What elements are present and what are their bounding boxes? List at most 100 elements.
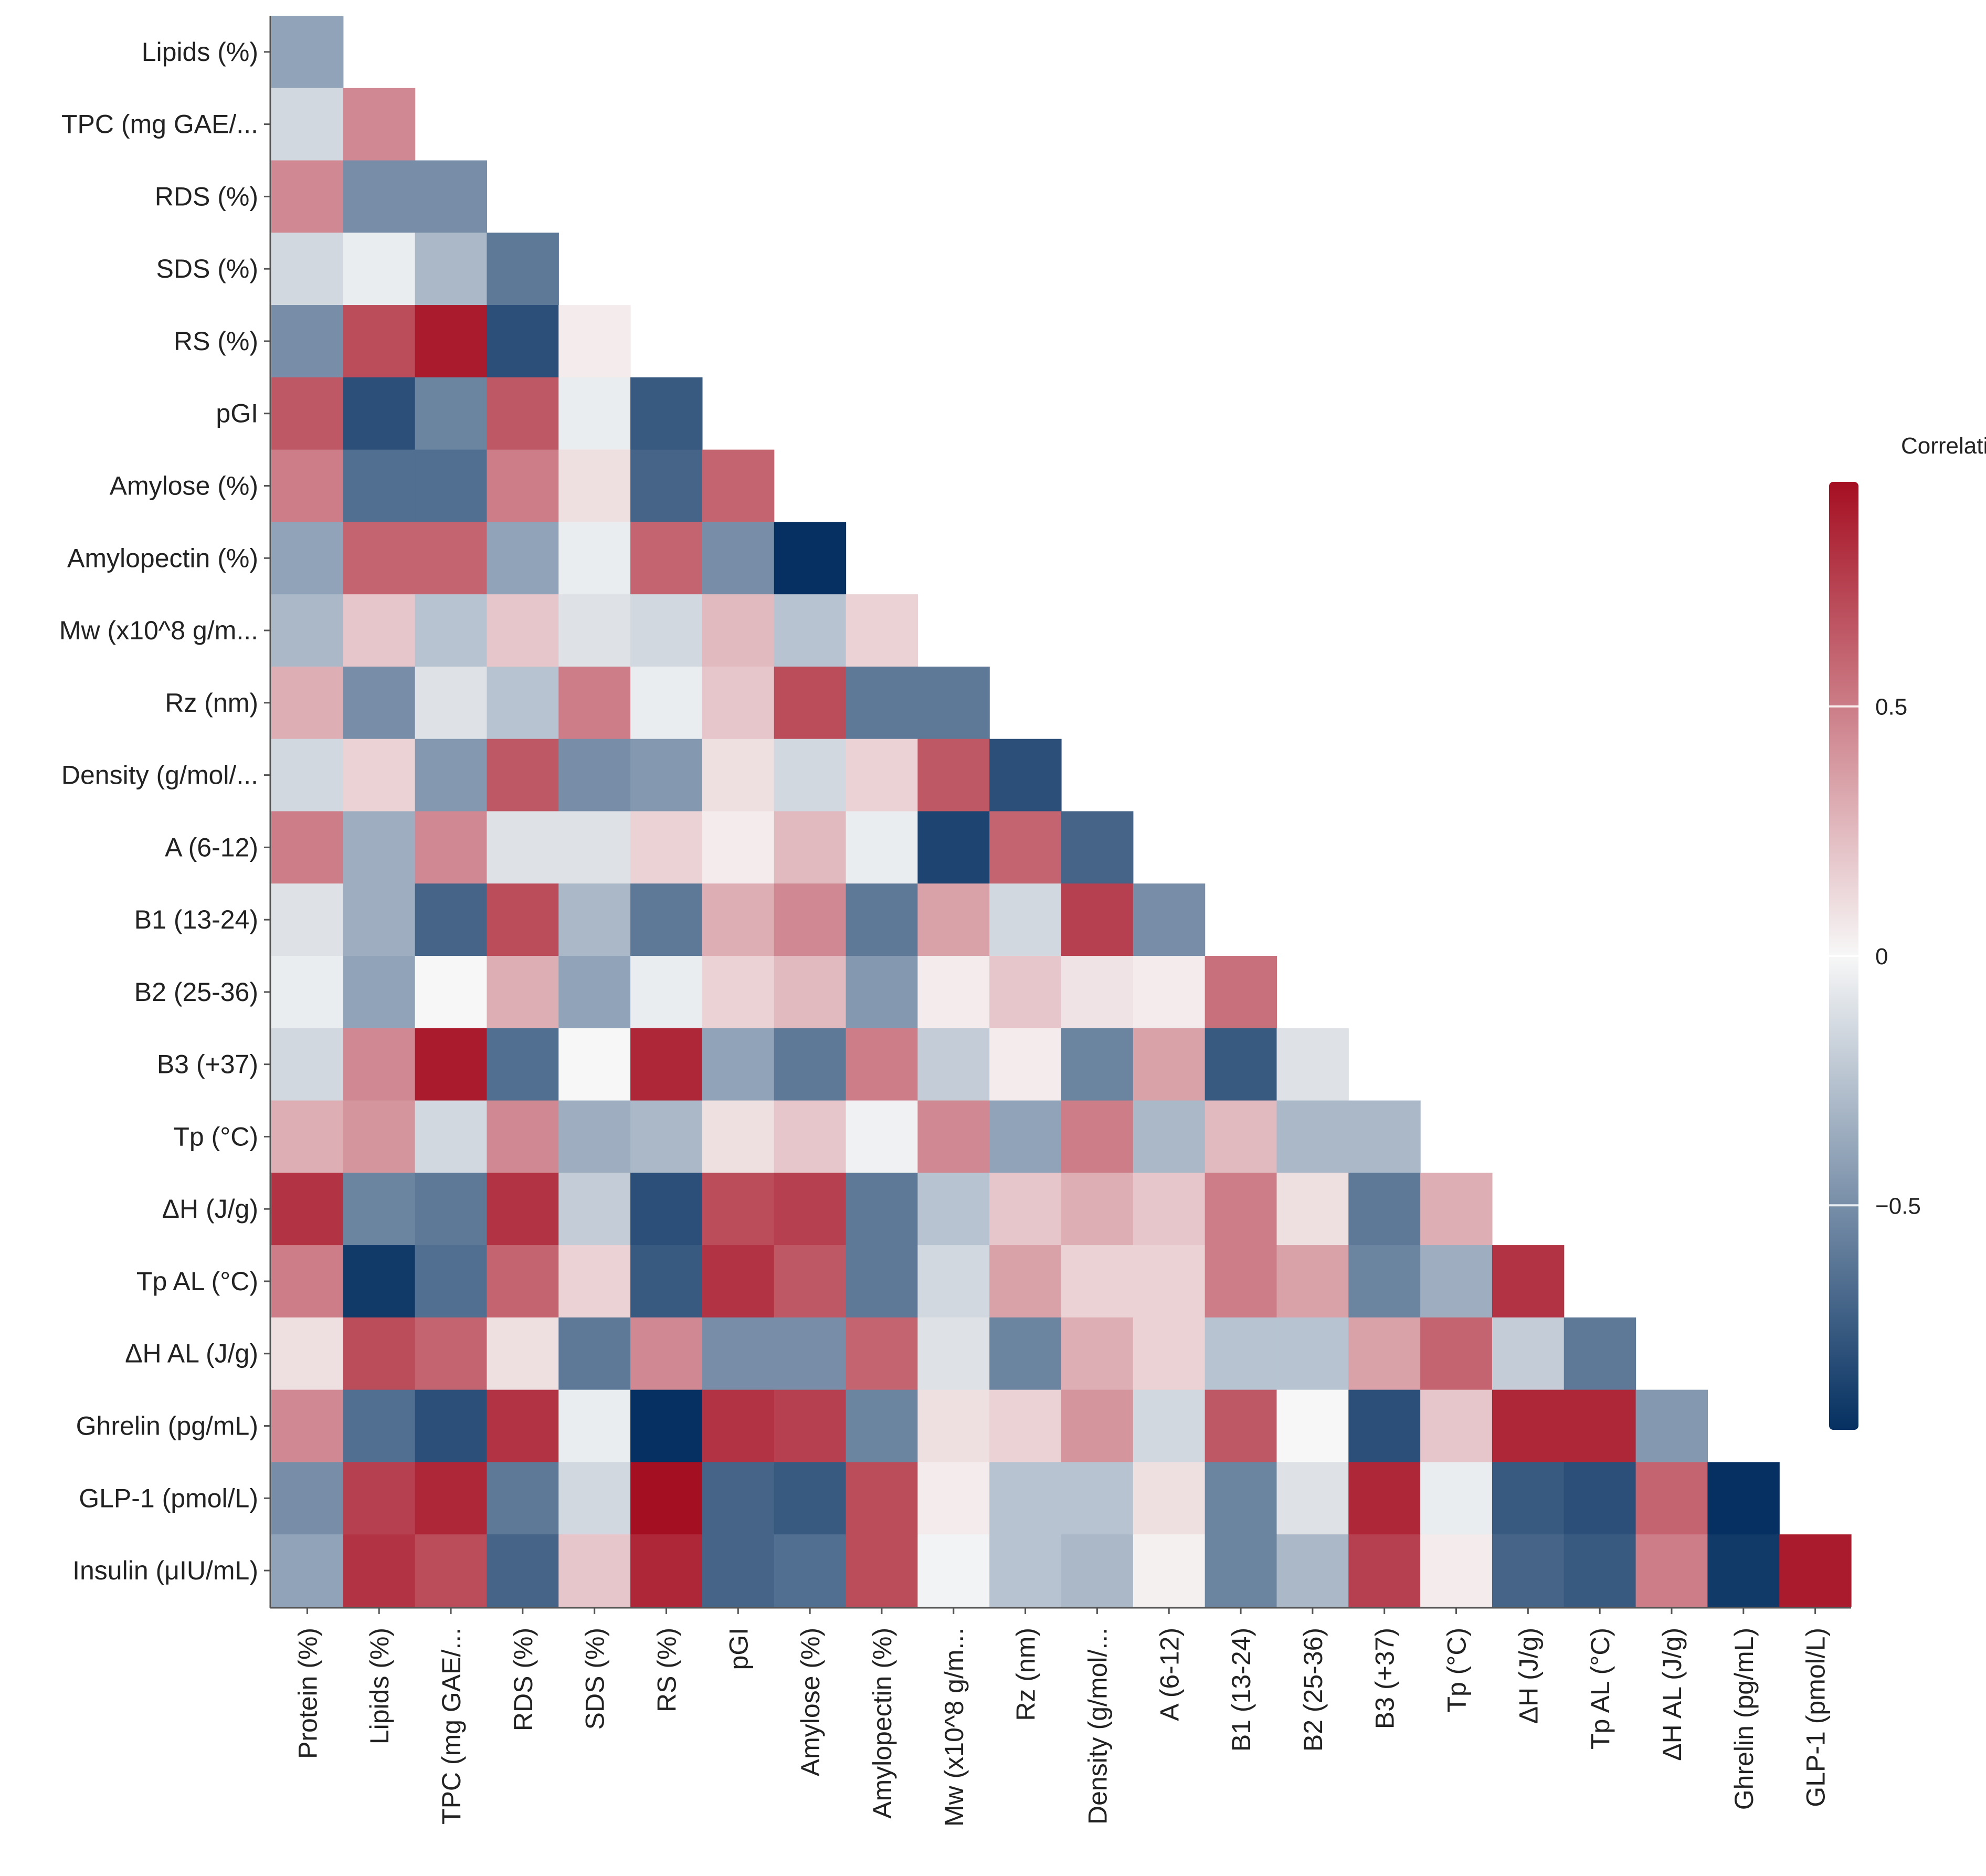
heatmap-cell (1205, 1462, 1277, 1535)
heatmap-cell (1276, 1317, 1349, 1390)
heatmap-cell (271, 739, 344, 812)
heatmap-cell (846, 594, 918, 667)
heatmap-cell (630, 883, 703, 956)
heatmap-cell (1061, 1462, 1134, 1535)
heatmap-cell (630, 377, 703, 450)
heatmap-cell (558, 377, 631, 450)
heatmap-cell (343, 522, 416, 595)
heatmap-cell (1348, 1534, 1421, 1607)
heatmap-cell (271, 666, 344, 740)
heatmap-cell (1564, 1389, 1636, 1462)
heatmap-cell (630, 1028, 703, 1101)
heatmap-cell (343, 1317, 416, 1390)
heatmap-cell (989, 883, 1062, 956)
heatmap-cell (343, 88, 416, 161)
heatmap-cell (415, 1100, 488, 1173)
column-label: Lipids (%) (365, 1628, 394, 1744)
column-label: ΔH AL (J/g) (1657, 1628, 1687, 1761)
column-label: ΔH (J/g) (1514, 1628, 1543, 1724)
heatmap-cell (558, 1389, 631, 1462)
heatmap-cell (630, 522, 703, 595)
heatmap-cell (846, 1389, 918, 1462)
column-label: B3 (+37) (1370, 1628, 1400, 1729)
heatmap-cell (343, 1534, 416, 1607)
heatmap-cell (487, 956, 559, 1029)
heatmap-cell (415, 160, 488, 233)
heatmap-cell (702, 1534, 775, 1607)
heatmap-cell (343, 594, 416, 667)
heatmap-cell (846, 1245, 918, 1318)
heatmap-cell (702, 1028, 775, 1101)
heatmap-cell (989, 1245, 1062, 1318)
row-label: RDS (%) (155, 182, 258, 211)
heatmap-cell (702, 1173, 775, 1246)
heatmap-cell (1564, 1317, 1636, 1390)
heatmap-cell (1707, 1534, 1780, 1607)
row-label: Density (g/mol/... (61, 761, 258, 790)
heatmap-cell (702, 1462, 775, 1535)
heatmap-cell (1205, 1534, 1277, 1607)
heatmap-cell (630, 739, 703, 812)
heatmap-cell (415, 305, 488, 378)
heatmap-cell (774, 1317, 847, 1390)
row-label: RS (%) (174, 326, 258, 356)
heatmap-cell (1492, 1317, 1565, 1390)
heatmap-cell (487, 1317, 559, 1390)
heatmap-cell (917, 1100, 990, 1173)
heatmap-cell (271, 956, 344, 1029)
heatmap-cell (989, 811, 1062, 884)
heatmap-cell (846, 1100, 918, 1173)
heatmap-cell (989, 1389, 1062, 1462)
heatmap-cell (1205, 1173, 1277, 1246)
heatmap-cell (774, 1028, 847, 1101)
heatmap-cell (774, 1173, 847, 1246)
row-label: TPC (mg GAE/... (61, 110, 258, 139)
row-label: ΔH (J/g) (162, 1194, 258, 1224)
heatmap-cell (1492, 1245, 1565, 1318)
heatmap-cell (558, 449, 631, 522)
heatmap-cell (630, 666, 703, 740)
heatmap-cell (343, 956, 416, 1029)
heatmap-cell (1348, 1245, 1421, 1318)
heatmap-cell (343, 1173, 416, 1246)
heatmap-cell (917, 1245, 990, 1318)
row-label: Rz (nm) (165, 688, 258, 718)
heatmap-cell (1276, 1389, 1349, 1462)
heatmap-cell (343, 1028, 416, 1101)
heatmap-cell (487, 1245, 559, 1318)
row-label: Amylose (%) (110, 471, 258, 501)
heatmap-cell (1061, 883, 1134, 956)
heatmap-cell (917, 1028, 990, 1101)
heatmap-cell (1348, 1462, 1421, 1535)
heatmap-cell (1133, 1028, 1206, 1101)
heatmap-cell (989, 956, 1062, 1029)
heatmap-cell (415, 956, 488, 1029)
colorbar-tick-label: 0 (1875, 944, 1888, 969)
heatmap-cell (846, 1462, 918, 1535)
heatmap-cell (1205, 1028, 1277, 1101)
heatmap-cell (1420, 1389, 1493, 1462)
heatmap-cell (558, 811, 631, 884)
heatmap-cell (1205, 1317, 1277, 1390)
heatmap-cell (774, 1534, 847, 1607)
heatmap-cell (917, 1462, 990, 1535)
heatmap-cell (1133, 1100, 1206, 1173)
heatmap-cell (989, 1317, 1062, 1390)
heatmap-cell (1779, 1534, 1852, 1607)
heatmap-cell (415, 883, 488, 956)
row-label: GLP-1 (pmol/L) (79, 1483, 258, 1513)
heatmap-cell (917, 956, 990, 1029)
heatmap-cell (415, 233, 488, 305)
row-label: Amylopectin (%) (67, 543, 258, 573)
heatmap-cell (989, 1462, 1062, 1535)
heatmap-cell (1420, 1462, 1493, 1535)
heatmap-cell (1205, 956, 1277, 1029)
heatmap-cell (1420, 1534, 1493, 1607)
heatmap-cell (917, 666, 990, 740)
column-label: Amylose (%) (796, 1628, 825, 1776)
heatmap-cell (487, 1173, 559, 1246)
heatmap-cell (415, 1389, 488, 1462)
row-label: ΔH AL (J/g) (125, 1339, 258, 1368)
row-label: B3 (+37) (157, 1050, 258, 1079)
heatmap-cell (415, 1028, 488, 1101)
